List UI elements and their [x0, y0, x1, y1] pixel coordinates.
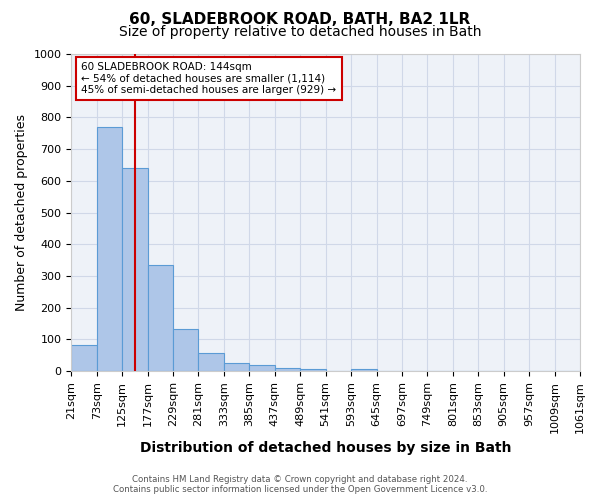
Bar — [250, 364, 275, 371]
Bar — [199, 352, 224, 371]
Text: Size of property relative to detached houses in Bath: Size of property relative to detached ho… — [119, 25, 481, 39]
Bar — [351, 368, 377, 371]
Text: Contains HM Land Registry data © Crown copyright and database right 2024.
Contai: Contains HM Land Registry data © Crown c… — [113, 474, 487, 494]
Y-axis label: Number of detached properties: Number of detached properties — [15, 114, 28, 311]
Bar — [71, 345, 97, 371]
Bar — [275, 368, 300, 371]
Text: 60, SLADEBROOK ROAD, BATH, BA2 1LR: 60, SLADEBROOK ROAD, BATH, BA2 1LR — [130, 12, 470, 28]
Bar — [224, 363, 250, 371]
Text: 60 SLADEBROOK ROAD: 144sqm
← 54% of detached houses are smaller (1,114)
45% of s: 60 SLADEBROOK ROAD: 144sqm ← 54% of deta… — [82, 62, 337, 95]
Bar — [173, 329, 199, 371]
Bar — [148, 266, 173, 371]
Bar — [122, 168, 148, 371]
Bar — [97, 127, 122, 371]
X-axis label: Distribution of detached houses by size in Bath: Distribution of detached houses by size … — [140, 441, 511, 455]
Bar — [300, 368, 326, 371]
